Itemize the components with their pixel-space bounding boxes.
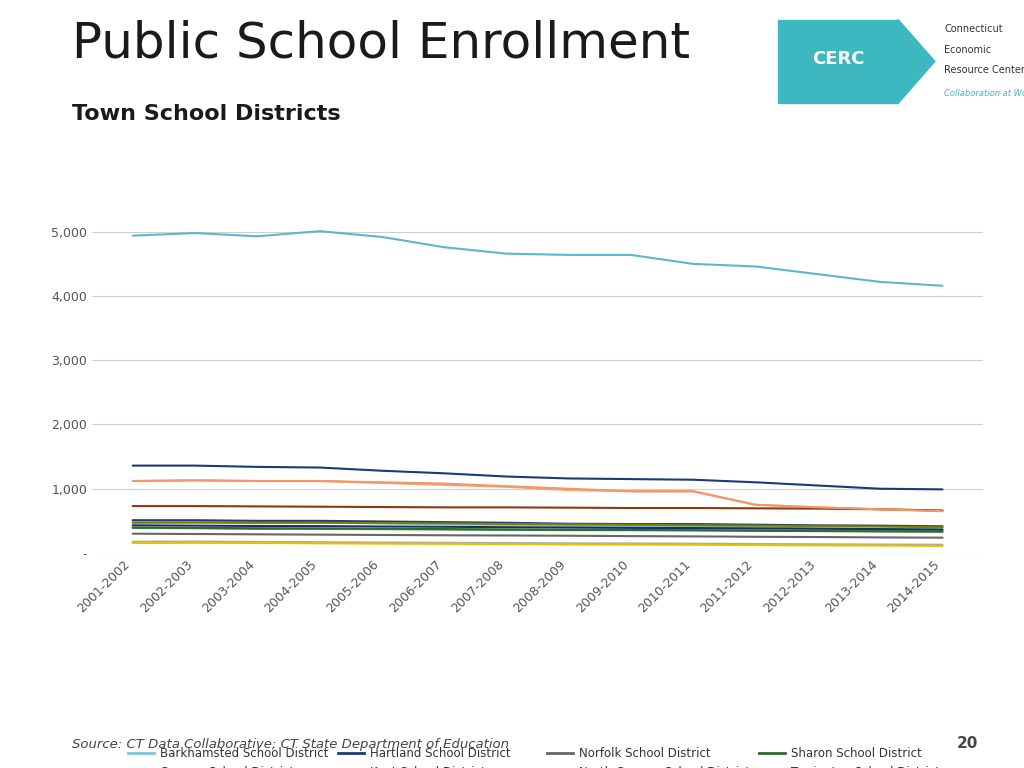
Bar	[778, 19, 898, 104]
Text: Source: CT Data Collaborative; CT State Department of Education: Source: CT Data Collaborative; CT State …	[72, 738, 509, 751]
Text: 20: 20	[956, 736, 978, 751]
Text: Town School Districts: Town School Districts	[72, 104, 340, 124]
Text: Resource Center: Resource Center	[944, 65, 1024, 75]
Text: CERC: CERC	[812, 51, 864, 68]
Legend: Barkhamsted School District, Canaan School District, Colebrook School District, : Barkhamsted School District, Canaan Scho…	[124, 743, 951, 768]
Text: Connecticut: Connecticut	[944, 24, 1002, 34]
Text: Public School Enrollment: Public School Enrollment	[72, 19, 690, 68]
Polygon shape	[898, 19, 935, 104]
Text: Economic: Economic	[944, 45, 991, 55]
Text: Collaboration at Work: Collaboration at Work	[944, 89, 1024, 98]
